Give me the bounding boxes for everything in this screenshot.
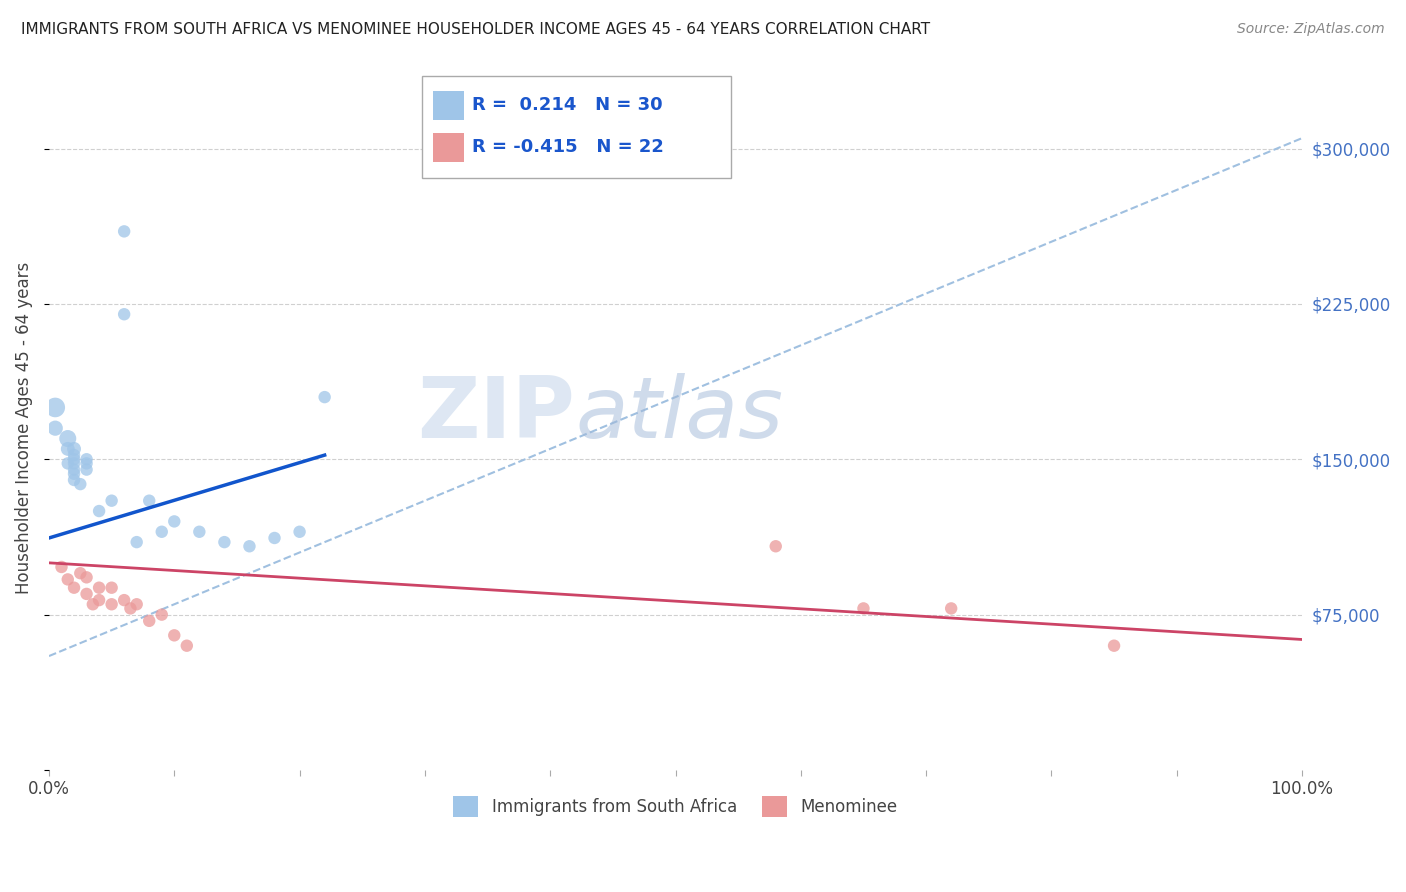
- Point: [188, 524, 211, 539]
- Point: [138, 493, 160, 508]
- Point: [63, 462, 86, 476]
- Point: [44, 421, 66, 435]
- Point: [87, 593, 110, 607]
- Point: [314, 390, 336, 404]
- Point: [69, 566, 91, 581]
- Point: [63, 442, 86, 456]
- Text: Source: ZipAtlas.com: Source: ZipAtlas.com: [1237, 22, 1385, 37]
- Point: [56, 457, 79, 471]
- Point: [87, 504, 110, 518]
- Point: [125, 597, 148, 611]
- Text: atlas: atlas: [575, 373, 783, 456]
- Point: [76, 457, 98, 471]
- Point: [288, 524, 311, 539]
- Point: [87, 581, 110, 595]
- Text: R =  0.214   N = 30: R = 0.214 N = 30: [472, 96, 664, 114]
- Point: [82, 597, 104, 611]
- Point: [1102, 639, 1125, 653]
- Point: [112, 593, 135, 607]
- Point: [56, 432, 79, 446]
- Y-axis label: Householder Income Ages 45 - 64 years: Householder Income Ages 45 - 64 years: [15, 262, 32, 594]
- Point: [100, 581, 122, 595]
- Point: [100, 597, 122, 611]
- Point: [63, 457, 86, 471]
- Point: [176, 639, 198, 653]
- Point: [63, 467, 86, 481]
- Point: [214, 535, 236, 549]
- Point: [163, 628, 186, 642]
- Text: R = -0.415   N = 22: R = -0.415 N = 22: [472, 138, 664, 156]
- Point: [63, 448, 86, 462]
- Point: [63, 452, 86, 467]
- Point: [852, 601, 875, 615]
- Text: ZIP: ZIP: [418, 373, 575, 456]
- Point: [263, 531, 285, 545]
- Legend: Immigrants from South Africa, Menominee: Immigrants from South Africa, Menominee: [447, 789, 904, 823]
- Point: [941, 601, 963, 615]
- Point: [138, 614, 160, 628]
- Point: [56, 573, 79, 587]
- Point: [125, 535, 148, 549]
- Text: IMMIGRANTS FROM SOUTH AFRICA VS MENOMINEE HOUSEHOLDER INCOME AGES 45 - 64 YEARS : IMMIGRANTS FROM SOUTH AFRICA VS MENOMINE…: [21, 22, 931, 37]
- Point: [112, 224, 135, 238]
- Point: [76, 462, 98, 476]
- Point: [51, 560, 73, 574]
- Point: [76, 587, 98, 601]
- Point: [100, 493, 122, 508]
- Point: [150, 607, 173, 622]
- Point: [63, 473, 86, 487]
- Point: [76, 452, 98, 467]
- Point: [238, 539, 260, 553]
- Point: [76, 570, 98, 584]
- Point: [120, 601, 142, 615]
- Point: [44, 401, 66, 415]
- Point: [163, 515, 186, 529]
- Point: [63, 581, 86, 595]
- Point: [112, 307, 135, 321]
- Point: [56, 442, 79, 456]
- Point: [150, 524, 173, 539]
- Point: [69, 477, 91, 491]
- Point: [765, 539, 787, 553]
